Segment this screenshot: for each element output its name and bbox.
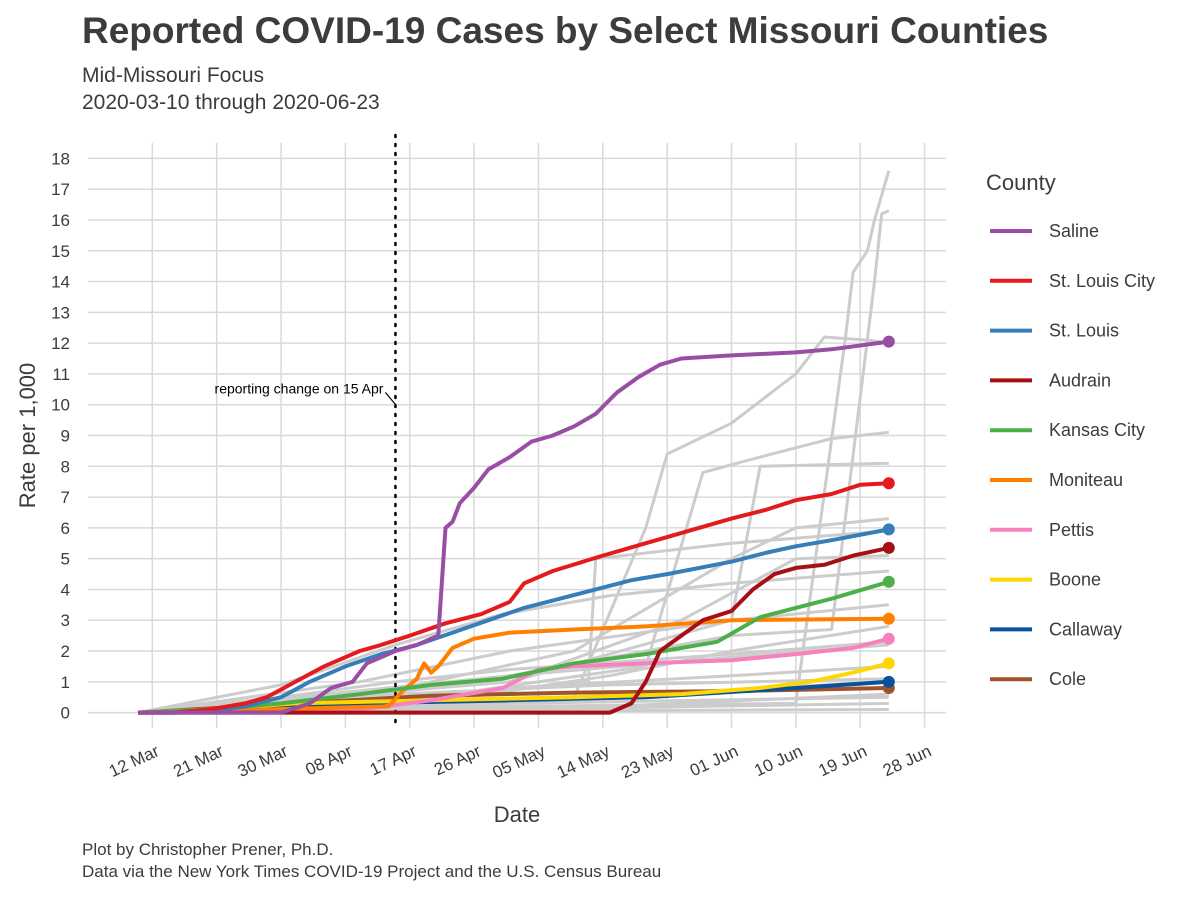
x-tick-label: 26 Apr bbox=[431, 741, 484, 779]
y-tick-label: 1 bbox=[61, 673, 70, 692]
x-tick-label: 10 Jun bbox=[751, 741, 805, 780]
x-tick-label: 08 Apr bbox=[303, 741, 356, 779]
x-tick-label: 28 Jun bbox=[880, 741, 934, 780]
legend-label-callaway: Callaway bbox=[1049, 619, 1122, 639]
y-tick-label: 3 bbox=[61, 611, 70, 630]
x-tick-label: 19 Jun bbox=[816, 741, 870, 780]
caption-source: Data via the New York Times COVID-19 Pro… bbox=[82, 862, 662, 881]
y-tick-label: 16 bbox=[51, 211, 70, 230]
x-tick-label: 17 Apr bbox=[367, 741, 420, 779]
y-tick-label: 0 bbox=[61, 704, 70, 723]
legend-label-kansas-city: Kansas City bbox=[1049, 420, 1145, 440]
series-end-point-audrain bbox=[882, 541, 895, 554]
background-series-line bbox=[137, 603, 889, 715]
y-tick-label: 10 bbox=[51, 396, 70, 415]
series-layer bbox=[137, 335, 895, 715]
x-tick-label: 30 Mar bbox=[235, 741, 291, 781]
x-tick-label: 21 Mar bbox=[170, 741, 226, 781]
y-tick-label: 8 bbox=[61, 457, 70, 476]
x-axis-title: Date bbox=[494, 802, 540, 827]
y-tick-label: 7 bbox=[61, 488, 70, 507]
series-end-point-callaway bbox=[882, 675, 895, 688]
caption-credit: Plot by Christopher Prener, Ph.D. bbox=[82, 840, 334, 859]
legend-label-moniteau: Moniteau bbox=[1049, 470, 1123, 490]
series-line-kansas-city bbox=[138, 579, 890, 715]
y-tick-label: 4 bbox=[61, 580, 70, 599]
chart-subtitle-line-2: 2020-03-10 through 2020-06-23 bbox=[82, 91, 380, 114]
x-tick-label: 12 Mar bbox=[106, 741, 162, 781]
series-end-point-saline bbox=[882, 335, 895, 348]
y-tick-label: 17 bbox=[51, 180, 70, 199]
series-end-point-moniteau bbox=[882, 612, 895, 625]
y-tick-label: 6 bbox=[61, 519, 70, 538]
series-line-st-louis bbox=[138, 527, 890, 715]
legend-title: County bbox=[986, 170, 1056, 195]
legend-label-audrain: Audrain bbox=[1049, 370, 1111, 390]
series-line-audrain bbox=[138, 545, 890, 715]
legend-label-st-louis-city: St. Louis City bbox=[1049, 271, 1155, 291]
legend-label-pettis: Pettis bbox=[1049, 520, 1094, 540]
x-tick-label: 05 May bbox=[490, 741, 549, 782]
y-tick-label: 14 bbox=[51, 273, 70, 292]
annotation-label: reporting change on 15 Apr bbox=[215, 380, 384, 396]
series-end-point-pettis bbox=[882, 632, 895, 645]
legend: County Saline St. Louis City St. Louis Audra… bbox=[986, 170, 1155, 689]
y-tick-label: 11 bbox=[52, 365, 70, 384]
y-tick-label: 13 bbox=[51, 303, 70, 322]
series-line-pettis bbox=[138, 636, 890, 715]
background-series-line bbox=[138, 335, 890, 715]
y-axis-title: Rate per 1,000 bbox=[15, 363, 40, 509]
y-tick-label: 2 bbox=[61, 642, 70, 661]
series-line-st-louis-city bbox=[138, 481, 889, 715]
chart-subtitle-line-1: Mid-Missouri Focus bbox=[82, 64, 265, 87]
annotation-layer: reporting change on 15 Apr bbox=[215, 133, 397, 730]
legend-label-boone: Boone bbox=[1049, 570, 1101, 590]
y-tick-label: 18 bbox=[51, 149, 70, 168]
x-tick-label: 01 Jun bbox=[687, 741, 741, 780]
background-series-line bbox=[138, 209, 890, 715]
y-tick-label: 5 bbox=[61, 550, 70, 569]
y-tick-label: 15 bbox=[51, 242, 70, 261]
series-line-saline bbox=[138, 339, 890, 715]
annotation-pointer bbox=[384, 392, 396, 405]
x-tick-label: 14 May bbox=[554, 741, 613, 782]
series-end-point-st-louis bbox=[882, 523, 895, 536]
series-end-point-kansas-city bbox=[882, 575, 895, 588]
grid-layer bbox=[88, 143, 946, 728]
chart-title: Reported COVID-19 Cases by Select Missou… bbox=[82, 10, 1049, 51]
legend-label-st-louis: St. Louis bbox=[1049, 321, 1119, 341]
legend-label-saline: Saline bbox=[1049, 221, 1099, 241]
series-end-point-st-louis-city bbox=[882, 477, 895, 490]
legend-label-cole: Cole bbox=[1049, 669, 1086, 689]
y-tick-label: 9 bbox=[61, 427, 70, 446]
series-end-point-boone bbox=[882, 657, 895, 670]
x-tick-label: 23 May bbox=[618, 741, 677, 782]
y-tick-label: 12 bbox=[51, 334, 70, 353]
